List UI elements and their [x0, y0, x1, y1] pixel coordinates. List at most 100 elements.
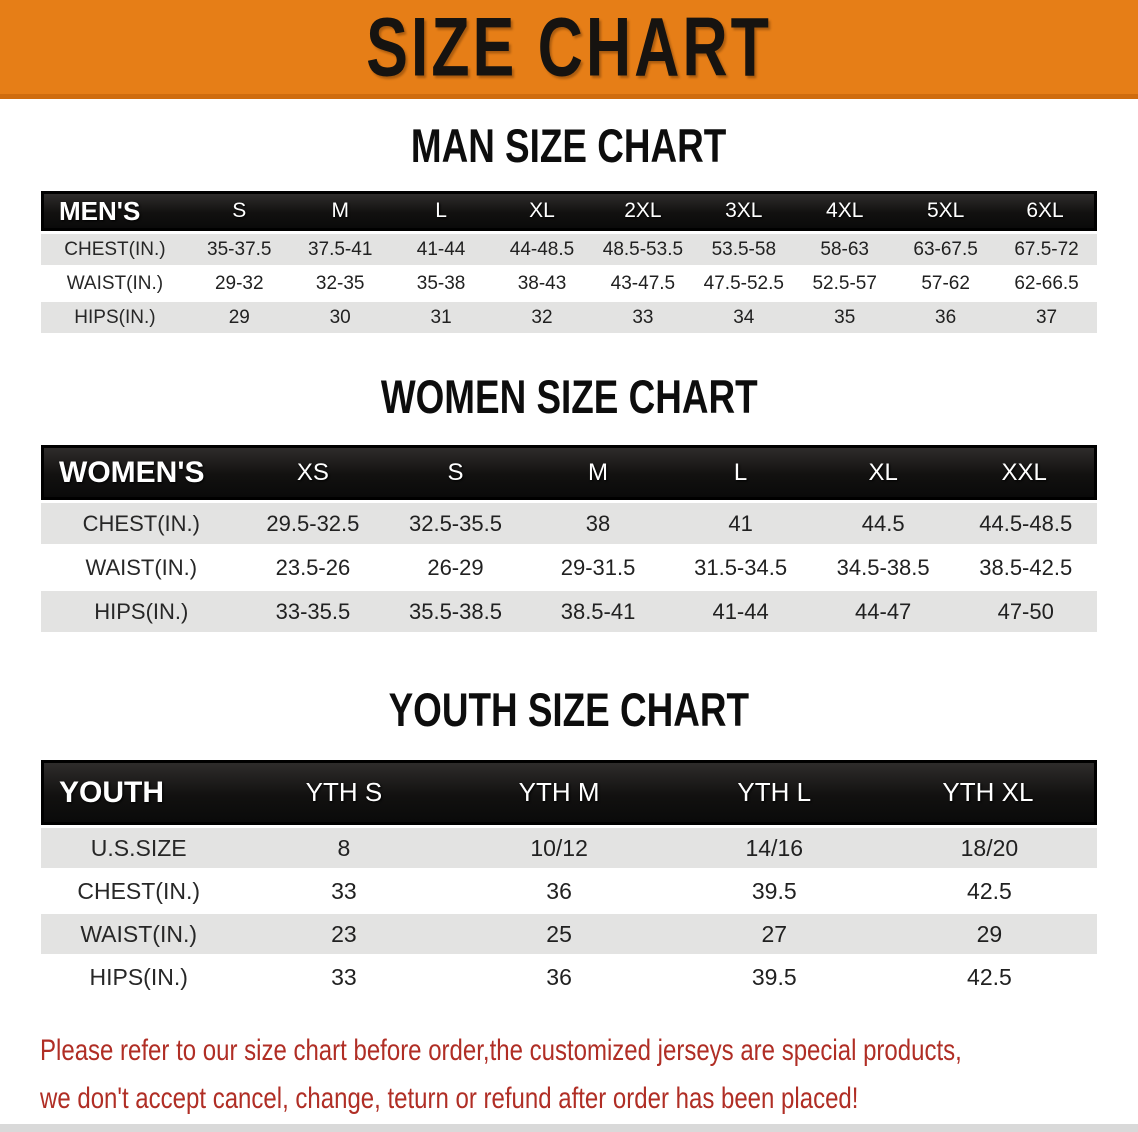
row-label-cell: HIPS(IN.) — [41, 591, 242, 632]
size-value-cell: 32-35 — [289, 268, 391, 299]
size-value-cell: 52.5-57 — [794, 268, 896, 299]
table-title-cell: WOMEN'S — [41, 445, 242, 500]
size-value-cell: 44-48.5 — [491, 234, 593, 265]
measurement-row: WAIST(IN.) 29-32 32-35 35-38 38-43 43-47.5 47.… — [41, 268, 1097, 299]
size-value-cell: 26-29 — [384, 547, 527, 588]
measurement-row: HIPS(IN.) 29 30 31 32 33 34 35 36 37 — [41, 302, 1097, 333]
size-value-cell: 30 — [289, 302, 391, 333]
size-column-header: XL — [491, 191, 593, 231]
measurement-row: WAIST(IN.) 23.5-26 26-29 29-31.5 31.5-34.5 34… — [41, 547, 1097, 588]
size-value-cell: 23 — [236, 914, 452, 954]
size-value-cell: 41-44 — [669, 591, 812, 632]
size-value-cell: 27 — [666, 914, 882, 954]
size-value-cell: 33-35.5 — [241, 591, 385, 632]
size-value-cell: 67.5-72 — [996, 234, 1097, 265]
table-header-row: MEN'S S M L XL 2XL 3XL 4XL 5XL 6XL — [41, 191, 1097, 231]
size-value-cell: 36 — [451, 957, 667, 997]
size-value-cell: 18/20 — [881, 828, 1097, 868]
size-value-cell: 14/16 — [666, 828, 882, 868]
measurement-row: CHEST(IN.) 33 36 39.5 42.5 — [41, 871, 1097, 911]
size-value-cell: 25 — [451, 914, 667, 954]
row-label-cell: CHEST(IN.) — [41, 871, 237, 911]
size-value-cell: 38-43 — [491, 268, 593, 299]
size-column-header: YTH L — [666, 760, 882, 825]
row-label-cell: WAIST(IN.) — [41, 914, 237, 954]
size-value-cell: 35 — [794, 302, 896, 333]
women-size-table: WOMEN'S XS S M L XL XXL CHEST(IN.) 29.5-32.5 32.5… — [41, 442, 1097, 635]
size-value-cell: 32 — [491, 302, 593, 333]
size-column-header: YTH XL — [881, 760, 1097, 825]
table-header-row: WOMEN'S XS S M L XL XXL — [41, 445, 1097, 500]
size-value-cell: 39.5 — [666, 871, 882, 911]
size-value-cell: 35-38 — [390, 268, 492, 299]
row-label-cell: HIPS(IN.) — [41, 957, 237, 997]
size-value-cell: 43-47.5 — [592, 268, 694, 299]
order-note-line-2: we don't accept cancel, change, teturn o… — [40, 1082, 859, 1115]
size-value-cell: 35.5-38.5 — [384, 591, 527, 632]
measurement-row: U.S.SIZE 8 10/12 14/16 18/20 — [41, 828, 1097, 868]
measurement-row: CHEST(IN.) 35-37.5 37.5-41 41-44 44-48.5 48.5… — [41, 234, 1097, 265]
size-column-header: L — [669, 445, 812, 500]
youth-chart-heading: YOUTH SIZE CHART — [0, 635, 1138, 757]
size-column-header: YTH M — [451, 760, 667, 825]
size-column-header: S — [188, 191, 290, 231]
measurement-row: WAIST(IN.) 23 25 27 29 — [41, 914, 1097, 954]
row-label-cell: HIPS(IN.) — [41, 302, 189, 333]
row-label-cell: CHEST(IN.) — [41, 503, 242, 544]
table-title-cell: YOUTH — [41, 760, 237, 825]
order-note: Please refer to our size chart before or… — [40, 1027, 1138, 1123]
size-value-cell: 42.5 — [881, 871, 1097, 911]
size-value-cell: 23.5-26 — [241, 547, 385, 588]
size-column-header: L — [390, 191, 492, 231]
men-size-table: MEN'S S M L XL 2XL 3XL 4XL 5XL 6XL CHEST(IN.) 35-37… — [41, 188, 1097, 336]
size-value-cell: 36 — [451, 871, 667, 911]
row-label-cell: U.S.SIZE — [41, 828, 237, 868]
size-value-cell: 39.5 — [666, 957, 882, 997]
size-column-header: 3XL — [693, 191, 795, 231]
size-value-cell: 29 — [188, 302, 290, 333]
size-value-cell: 36 — [895, 302, 997, 333]
size-value-cell: 32.5-35.5 — [384, 503, 527, 544]
men-chart-heading-text: MAN SIZE CHART — [411, 120, 727, 174]
size-value-cell: 31 — [390, 302, 492, 333]
bottom-divider — [0, 1124, 1138, 1132]
size-value-cell: 34.5-38.5 — [811, 547, 955, 588]
measurement-row: HIPS(IN.) 33 36 39.5 42.5 — [41, 957, 1097, 997]
size-value-cell: 44.5 — [811, 503, 955, 544]
size-column-header: 6XL — [996, 191, 1097, 231]
size-value-cell: 44.5-48.5 — [954, 503, 1097, 544]
size-value-cell: 41-44 — [390, 234, 492, 265]
banner: SIZE CHART — [0, 0, 1138, 99]
size-value-cell: 35-37.5 — [188, 234, 290, 265]
size-column-header: 4XL — [794, 191, 896, 231]
size-value-cell: 63-67.5 — [895, 234, 997, 265]
size-column-header: XS — [241, 445, 385, 500]
size-column-header: YTH S — [236, 760, 452, 825]
women-chart-heading: WOMEN SIZE CHART — [0, 336, 1138, 442]
size-value-cell: 37 — [996, 302, 1097, 333]
size-value-cell: 29 — [881, 914, 1097, 954]
size-value-cell: 42.5 — [881, 957, 1097, 997]
size-value-cell: 62-66.5 — [996, 268, 1097, 299]
size-value-cell: 33 — [236, 871, 452, 911]
size-value-cell: 8 — [236, 828, 452, 868]
size-value-cell: 10/12 — [451, 828, 667, 868]
size-column-header: S — [384, 445, 527, 500]
size-value-cell: 44-47 — [811, 591, 955, 632]
table-title-cell: MEN'S — [41, 191, 189, 231]
size-column-header: M — [526, 445, 670, 500]
size-value-cell: 41 — [669, 503, 812, 544]
size-value-cell: 29-31.5 — [526, 547, 670, 588]
measurement-row: HIPS(IN.) 33-35.5 35.5-38.5 38.5-41 41-44 44-… — [41, 591, 1097, 632]
size-value-cell: 29-32 — [188, 268, 290, 299]
size-value-cell: 33 — [592, 302, 694, 333]
row-label-cell: WAIST(IN.) — [41, 547, 242, 588]
size-column-header: M — [289, 191, 391, 231]
order-note-line-1: Please refer to our size chart before or… — [40, 1034, 962, 1067]
men-chart-heading: MAN SIZE CHART — [0, 99, 1138, 188]
size-value-cell: 58-63 — [794, 234, 896, 265]
size-value-cell: 48.5-53.5 — [592, 234, 694, 265]
banner-title: SIZE CHART — [366, 0, 772, 94]
measurement-row: CHEST(IN.) 29.5-32.5 32.5-35.5 38 41 44.5 44.5… — [41, 503, 1097, 544]
